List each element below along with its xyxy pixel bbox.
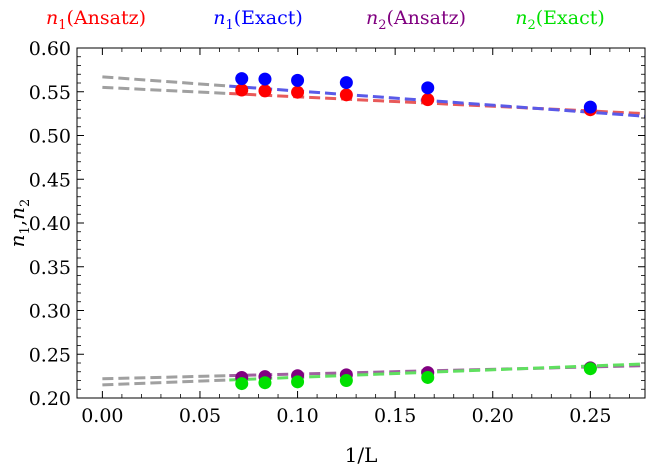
data-point xyxy=(339,374,353,387)
x-tick-label: 0.10 xyxy=(276,405,318,427)
data-point xyxy=(339,88,353,102)
y-tick-label: 0.45 xyxy=(29,169,71,191)
data-point xyxy=(583,100,597,114)
data-points xyxy=(235,72,597,391)
data-point xyxy=(235,83,249,97)
data-point xyxy=(421,93,435,107)
data-point xyxy=(258,84,272,98)
data-point xyxy=(421,370,435,384)
fit-lines xyxy=(102,75,646,387)
y-tick-label: 0.35 xyxy=(29,257,71,279)
y-tick-label: 0.55 xyxy=(29,82,71,104)
y-tick-label: 0.30 xyxy=(29,301,71,323)
extrapolation-line xyxy=(102,85,230,96)
x-tick-label: 0.15 xyxy=(374,405,416,427)
x-axis-title: 1/L xyxy=(345,443,378,467)
y-tick-label: 0.50 xyxy=(29,126,71,148)
data-point xyxy=(421,81,435,95)
legend-entry: n1(Exact) xyxy=(213,7,303,33)
extrapolation-line xyxy=(102,75,230,88)
data-point xyxy=(291,73,305,87)
data-point xyxy=(235,377,249,391)
y-axis-title-part: , xyxy=(5,220,29,226)
data-point xyxy=(291,85,305,99)
x-tick-label: 0.00 xyxy=(81,405,123,427)
y-axis-title-part: n xyxy=(5,207,29,220)
y-axis-title-part: n xyxy=(5,234,29,247)
x-tick-label: 0.20 xyxy=(472,405,514,427)
data-point xyxy=(339,76,353,90)
legend-entry: n1(Ansatz) xyxy=(46,7,146,33)
y-tick-label: 0.25 xyxy=(29,344,71,366)
legend-entry: n2(Exact) xyxy=(515,7,605,33)
data-point xyxy=(258,72,272,86)
legend-entry: n2(Ansatz) xyxy=(366,7,466,33)
x-axis-ticks: 0.00 0.05 0.10 0.15 0.20 0.25 xyxy=(81,48,630,427)
y-axis-ticks: 0.20 0.25 0.30 0.35 0.40 0.45 0.50 0.55 0.60 xyxy=(29,38,645,410)
x-tick-label: 0.25 xyxy=(569,405,611,427)
extrapolation-line xyxy=(102,378,230,387)
y-tick-label: 0.40 xyxy=(29,213,71,235)
y-axis-title: n1,n2 xyxy=(5,199,33,248)
data-point xyxy=(583,362,597,376)
data-point xyxy=(258,376,272,390)
data-point xyxy=(235,72,249,86)
legend: n1(Ansatz) n1(Exact) n2(Ansatz) n2(Exact) xyxy=(46,7,605,33)
data-point xyxy=(291,375,305,389)
y-tick-label: 0.20 xyxy=(29,388,71,410)
y-tick-label: 0.60 xyxy=(29,38,71,60)
x-tick-label: 0.05 xyxy=(179,405,221,427)
y-axis-title-part: 2 xyxy=(18,199,33,207)
extrapolation-line xyxy=(102,374,230,381)
y-axis-title-part: 1 xyxy=(18,226,33,234)
